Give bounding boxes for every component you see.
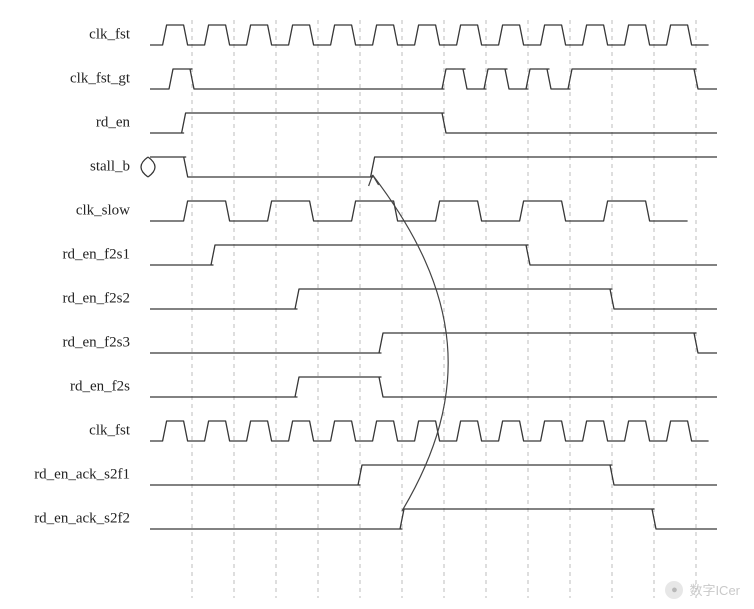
timing-diagram: clk_fstclk_fst_gtrd_enstall_bclk_slowrd_…: [0, 0, 754, 609]
watermark-icon: ●: [665, 581, 683, 599]
watermark-text: 数字ICer: [689, 580, 740, 599]
watermark: ● 数字ICer: [665, 580, 740, 599]
causality-arrow: [0, 0, 754, 609]
